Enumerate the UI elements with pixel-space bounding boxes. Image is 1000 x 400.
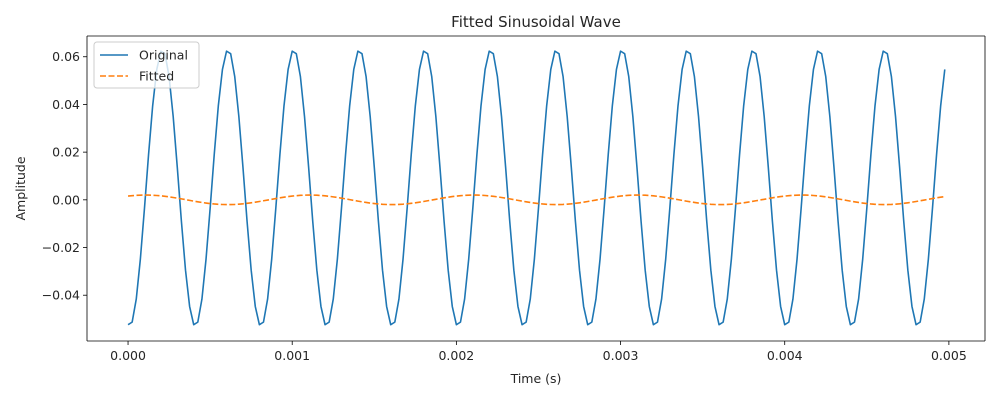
- legend-label-fitted: Fitted: [139, 69, 174, 84]
- y-tick-label: 0.02: [52, 145, 80, 160]
- axes-frame: [86, 35, 986, 342]
- series-layer: [127, 50, 946, 326]
- x-axis-ticks: 0.000 0.001 0.002 0.003 0.004 0.005: [110, 341, 967, 363]
- y-axis-ticks: −0.04 −0.02 0.00 0.02 0.04 0.06: [42, 49, 87, 303]
- y-tick-label: 0.04: [52, 97, 80, 112]
- x-tick-label: 0.000: [110, 348, 146, 363]
- legend: Original Fitted: [93, 41, 200, 89]
- x-tick-label: 0.002: [438, 348, 474, 363]
- x-tick-label: 0.004: [767, 348, 803, 363]
- y-tick-label: −0.02: [42, 240, 80, 255]
- x-tick-label: 0.003: [603, 348, 639, 363]
- legend-label-original: Original: [139, 48, 188, 63]
- y-axis-label: Amplitude: [13, 156, 28, 220]
- x-tick-label: 0.005: [931, 348, 967, 363]
- chart-title: Fitted Sinusoidal Wave: [451, 13, 621, 31]
- x-tick-label: 0.001: [274, 348, 310, 363]
- series-line-fitted: [127, 194, 945, 206]
- y-tick-label: 0.00: [52, 192, 80, 207]
- x-axis-label: Time (s): [510, 371, 562, 386]
- y-tick-label: 0.06: [52, 49, 80, 64]
- y-tick-label: −0.04: [42, 288, 80, 303]
- series-line-original: [127, 50, 946, 326]
